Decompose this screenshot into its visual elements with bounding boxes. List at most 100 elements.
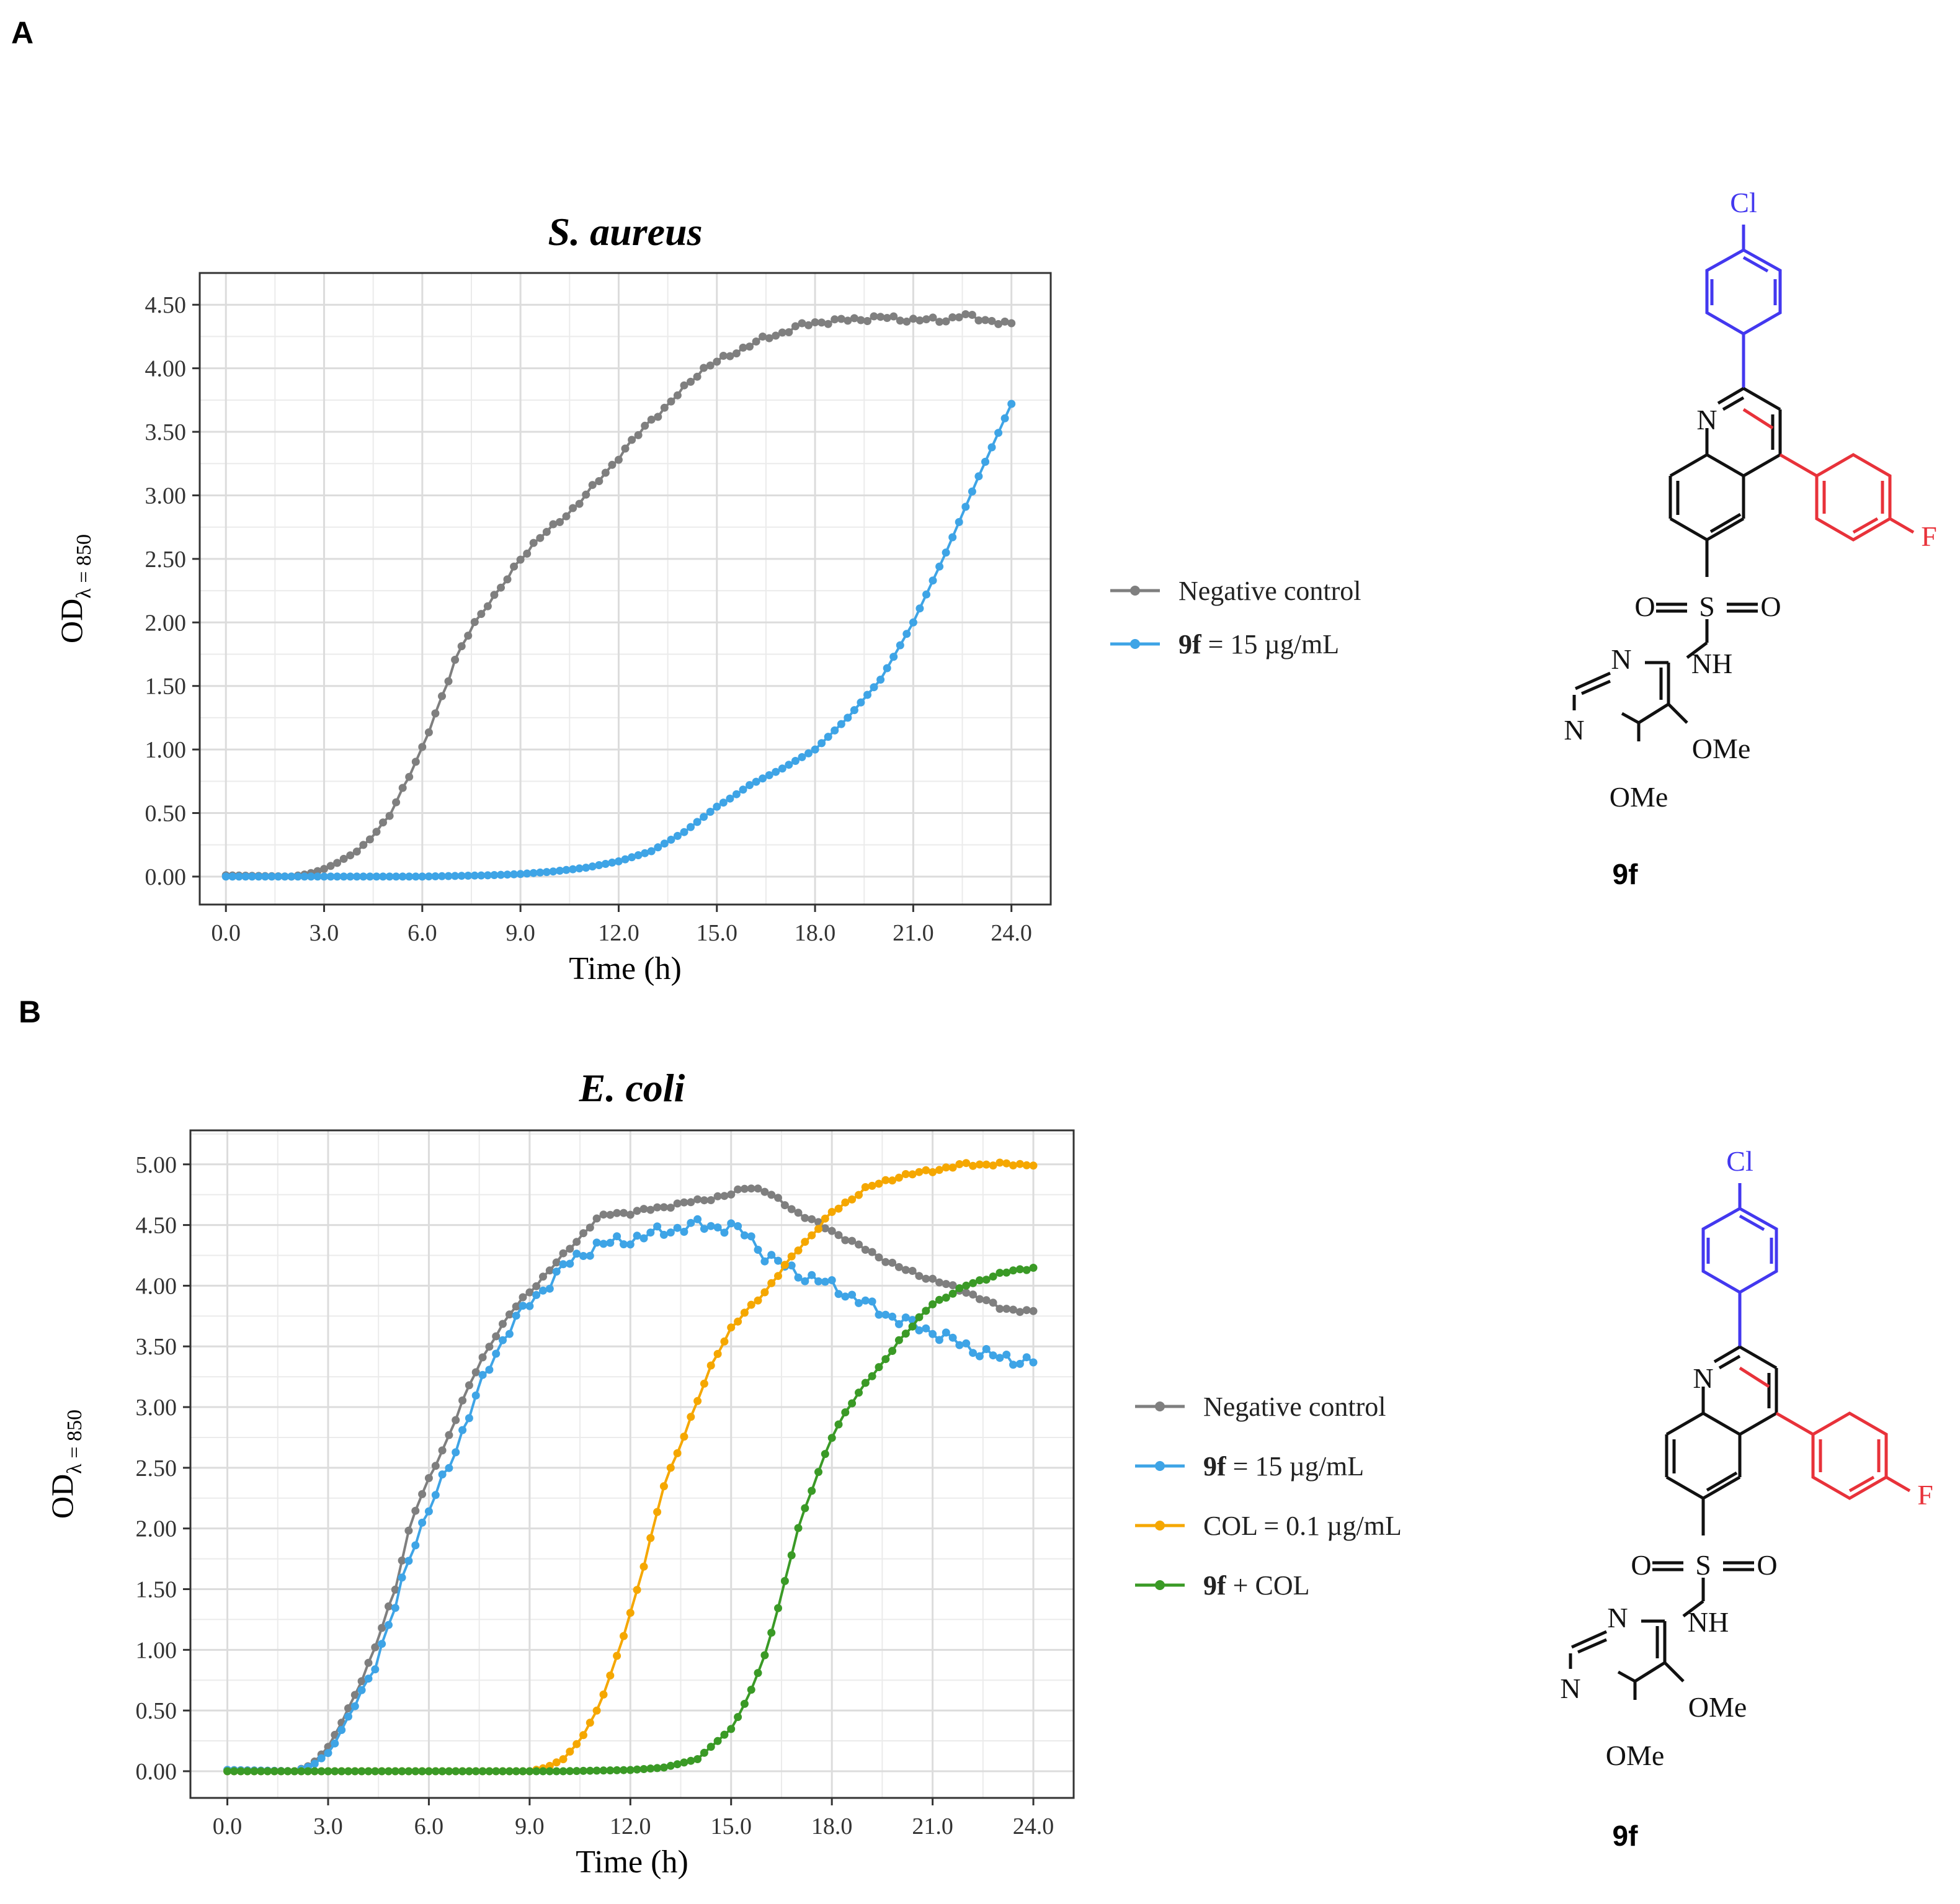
- data-point: [641, 849, 649, 857]
- data-point: [680, 1198, 688, 1207]
- legend-item-9f-15-g-ml: 9f = 15 µg/mL: [1135, 1451, 1364, 1482]
- y-tick-label: 2.50: [136, 1455, 177, 1482]
- data-point: [378, 1767, 386, 1776]
- data-point: [660, 403, 669, 412]
- data-point: [320, 865, 328, 874]
- grid: [200, 273, 1051, 905]
- data-point: [811, 745, 819, 754]
- data-point: [512, 1302, 520, 1311]
- data-point: [962, 1159, 971, 1168]
- data-point: [747, 1686, 755, 1694]
- data-point: [601, 860, 610, 868]
- data-point: [713, 1349, 722, 1358]
- data-point: [659, 1203, 668, 1212]
- data-point: [505, 1767, 514, 1776]
- data-point: [586, 1251, 594, 1260]
- data-point: [787, 1261, 796, 1270]
- data-point: [863, 691, 871, 699]
- data-point: [320, 872, 328, 881]
- data-point: [942, 1163, 950, 1172]
- x-tick-label: 18.0: [795, 920, 836, 946]
- data-point: [765, 771, 773, 779]
- data-point: [834, 1231, 843, 1240]
- data-point: [754, 1296, 762, 1305]
- data-point: [549, 867, 558, 876]
- data-point: [516, 555, 525, 564]
- series-9f-15-g-ml: [221, 400, 1016, 881]
- data-point: [850, 314, 858, 323]
- data-point: [1022, 1353, 1031, 1362]
- data-point: [525, 1288, 534, 1297]
- data-point: [948, 313, 957, 321]
- data-point: [727, 1725, 736, 1733]
- data-point: [817, 318, 826, 327]
- data-point: [719, 352, 728, 360]
- data-point: [827, 1208, 836, 1216]
- data-point: [948, 1281, 957, 1290]
- data-point: [398, 1573, 406, 1582]
- data-point: [752, 777, 760, 786]
- y-tick-label: 0.50: [136, 1698, 177, 1724]
- data-point: [754, 1669, 762, 1678]
- data-point: [935, 318, 944, 326]
- data-point: [915, 604, 924, 613]
- data-point: [539, 1272, 547, 1281]
- data-point: [794, 1246, 803, 1255]
- y-tick-label: 3.00: [136, 1395, 177, 1421]
- data-point: [478, 1370, 487, 1379]
- data-point: [778, 328, 786, 337]
- data-point: [732, 349, 741, 358]
- data-point: [331, 1739, 339, 1748]
- data-point: [857, 316, 865, 324]
- data-point: [352, 847, 361, 856]
- data-point: [364, 1674, 373, 1683]
- data-point: [653, 1508, 662, 1516]
- data-point: [277, 1767, 285, 1776]
- data-point: [324, 1767, 332, 1776]
- data-point: [350, 1767, 359, 1776]
- data-point: [855, 1240, 863, 1249]
- data-point: [582, 864, 590, 872]
- data-point: [1029, 1161, 1038, 1170]
- data-point: [808, 1215, 816, 1223]
- data-point: [774, 1604, 782, 1612]
- data-point: [492, 1332, 501, 1341]
- y-tick-label: 0.00: [145, 864, 187, 890]
- data-point: [994, 320, 1003, 328]
- data-point: [981, 316, 989, 324]
- data-point: [734, 1222, 742, 1230]
- data-point: [418, 872, 427, 881]
- data-point: [405, 772, 414, 781]
- data-point: [1015, 1308, 1024, 1316]
- data-point: [628, 853, 636, 862]
- data-point: [726, 794, 734, 803]
- data-point: [516, 870, 525, 878]
- data-point: [465, 1767, 473, 1776]
- x-tick-label: 12.0: [610, 1813, 651, 1839]
- data-point: [438, 1470, 447, 1479]
- data-point: [876, 313, 885, 321]
- data-point: [545, 1266, 554, 1275]
- data-point: [888, 1312, 897, 1321]
- data-point: [908, 1267, 917, 1275]
- data-point: [666, 1464, 675, 1472]
- data-point: [431, 709, 440, 718]
- data-point: [739, 343, 747, 352]
- data-point: [653, 1222, 662, 1231]
- x-tick-label: 24.0: [991, 920, 1032, 946]
- data-point: [1002, 1351, 1011, 1359]
- data-point: [808, 1271, 816, 1279]
- data-point: [942, 548, 950, 557]
- data-point: [974, 316, 983, 324]
- data-point: [955, 313, 963, 321]
- data-point: [687, 823, 695, 831]
- data-point: [841, 1408, 850, 1416]
- data-point: [424, 1507, 433, 1516]
- data-point: [824, 733, 832, 741]
- data-point: [579, 1766, 587, 1775]
- data-point: [811, 318, 819, 326]
- data-point: [780, 1576, 789, 1585]
- data-point: [477, 610, 486, 619]
- data-point: [794, 1273, 803, 1282]
- x-tick-label: 0.0: [213, 1813, 243, 1839]
